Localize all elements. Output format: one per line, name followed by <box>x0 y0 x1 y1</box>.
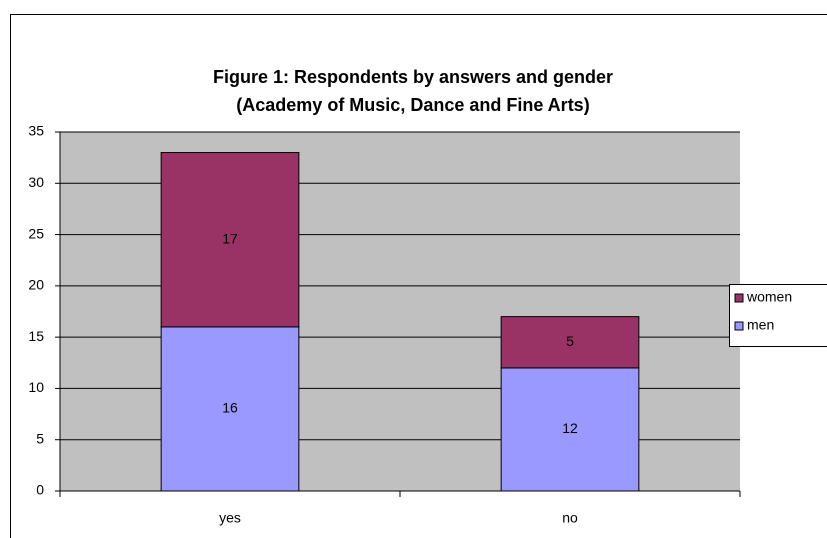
legend-swatch <box>734 321 744 331</box>
legend-box <box>729 284 827 347</box>
y-tick-label: 25 <box>28 225 44 241</box>
bar-segment <box>160 152 300 328</box>
data-label: 17 <box>222 230 238 246</box>
y-tick-label: 10 <box>28 379 44 395</box>
bar-segment <box>160 326 300 492</box>
y-tick-label: 20 <box>28 277 44 293</box>
x-tick-label: yes <box>219 510 241 526</box>
data-label: 16 <box>222 400 238 416</box>
legend-swatch <box>734 293 744 303</box>
chart-subtitle: (Academy of Music, Dance and Fine Arts) <box>236 95 589 115</box>
y-tick-label: 15 <box>28 328 44 344</box>
y-tick-label: 0 <box>36 482 44 498</box>
data-label: 5 <box>566 333 574 349</box>
y-tick-label: 30 <box>28 174 44 190</box>
data-label: 12 <box>562 420 578 436</box>
chart-title: Figure 1: Respondents by answers and gen… <box>213 67 613 87</box>
legend-label: women <box>746 289 792 305</box>
y-tick-label: 35 <box>28 123 44 139</box>
y-tick-label: 5 <box>36 430 44 446</box>
bar-segment <box>500 316 640 369</box>
legend-label: men <box>747 317 774 333</box>
x-tick-label: no <box>562 510 578 526</box>
bar-segment <box>500 367 640 492</box>
